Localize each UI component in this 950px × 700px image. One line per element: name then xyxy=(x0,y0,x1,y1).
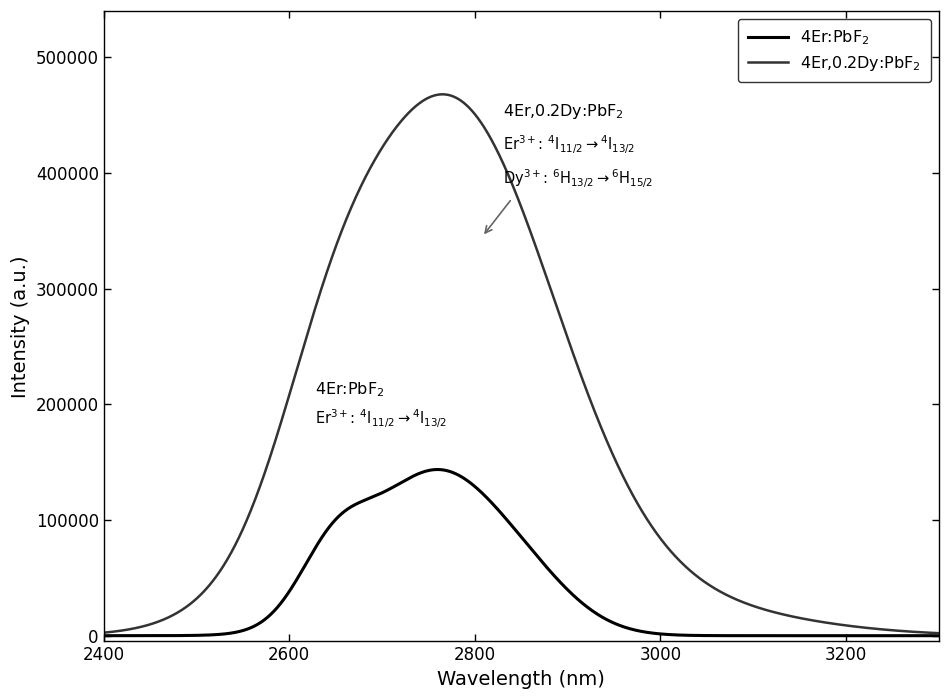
Text: Er$^{3+}$: $^4$I$_{11/2}$$\rightarrow$$^4$I$_{13/2}$: Er$^{3+}$: $^4$I$_{11/2}$$\rightarrow$$^… xyxy=(503,133,635,155)
Y-axis label: Intensity (a.u.): Intensity (a.u.) xyxy=(11,255,30,398)
Line: 4Er:PbF$_2$: 4Er:PbF$_2$ xyxy=(104,470,950,636)
4Er,0.2Dy:PbF$_2$ xyxy=(199,587,210,595)
Text: Er$^{3+}$: $^4$I$_{11/2}$$\rightarrow$$^4$I$_{13/2}$: Er$^{3+}$: $^4$I$_{11/2}$$\rightarrow$$^… xyxy=(315,407,447,430)
4Er,0.2Dy:PbF$_2$ xyxy=(251,491,262,500)
4Er:PbF$_2$ xyxy=(432,466,444,474)
4Er:PbF$_2$ xyxy=(251,621,262,629)
4Er,0.2Dy:PbF$_2$ xyxy=(437,90,448,99)
Line: 4Er,0.2Dy:PbF$_2$: 4Er,0.2Dy:PbF$_2$ xyxy=(104,94,950,635)
4Er:PbF$_2$ xyxy=(98,631,109,640)
4Er:PbF$_2$ xyxy=(199,631,210,639)
Text: 4Er,0.2Dy:PbF$_2$: 4Er,0.2Dy:PbF$_2$ xyxy=(503,102,623,121)
X-axis label: Wavelength (nm): Wavelength (nm) xyxy=(437,670,605,689)
Text: 4Er:PbF$_2$: 4Er:PbF$_2$ xyxy=(315,380,385,398)
Text: Dy$^{3+}$: $^6$H$_{13/2}$$\rightarrow$$^6$H$_{15/2}$: Dy$^{3+}$: $^6$H$_{13/2}$$\rightarrow$$^… xyxy=(503,168,653,190)
4Er:PbF$_2$ xyxy=(475,487,486,496)
4Er,0.2Dy:PbF$_2$ xyxy=(436,90,447,99)
4Er,0.2Dy:PbF$_2$ xyxy=(98,629,109,637)
4Er,0.2Dy:PbF$_2$ xyxy=(867,624,879,633)
4Er:PbF$_2$ xyxy=(436,466,447,474)
4Er,0.2Dy:PbF$_2$ xyxy=(475,117,486,125)
4Er:PbF$_2$ xyxy=(867,631,879,640)
Legend: 4Er:PbF$_2$, 4Er,0.2Dy:PbF$_2$: 4Er:PbF$_2$, 4Er,0.2Dy:PbF$_2$ xyxy=(738,19,931,83)
